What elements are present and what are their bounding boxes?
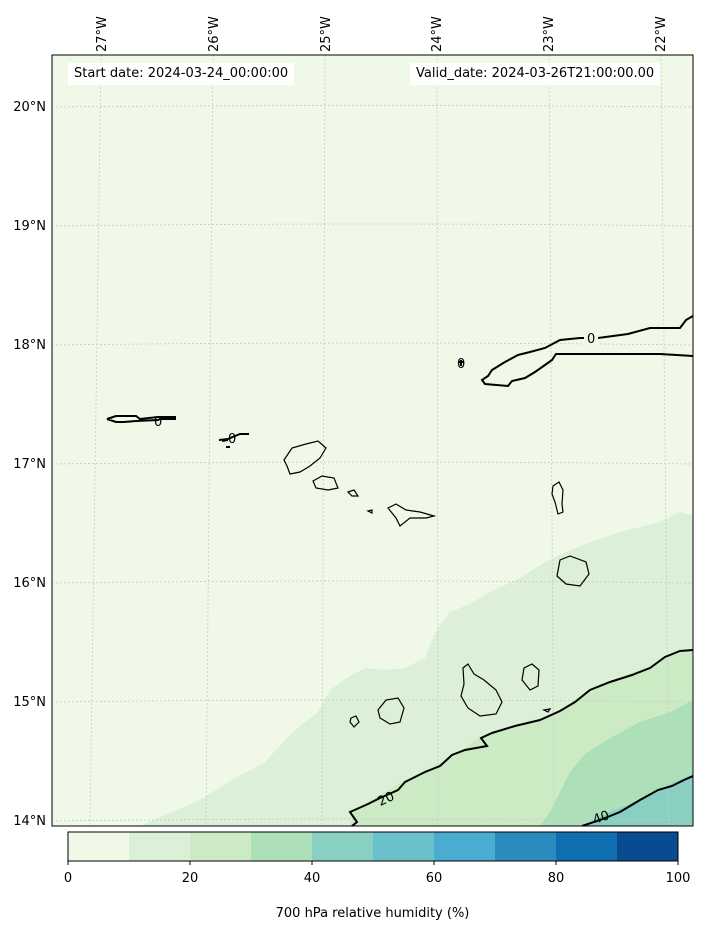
colorbar-segment-0	[68, 832, 129, 861]
lat-label-18n: 18°N	[13, 338, 46, 353]
parallel-17n	[52, 461, 693, 465]
lat-label-17n: 17°N	[13, 457, 46, 472]
lat-label-16n: 16°N	[13, 576, 46, 591]
colorbar-segment-5	[373, 832, 434, 861]
contour-0-small	[458, 360, 464, 366]
contour-lines	[106, 315, 693, 826]
lon-label-22w: 22°W	[654, 16, 669, 52]
start-date-label: Start date: 2024-03-24_00:00:00	[68, 63, 295, 85]
meridian-23w	[548, 55, 555, 826]
meridian-24w	[436, 55, 439, 826]
contour-0-west	[106, 415, 176, 423]
lon-label-27w: 27°W	[95, 16, 110, 52]
contour-label-group: 0 0 0 0 20 40	[154, 331, 612, 828]
island-raso	[366, 509, 373, 514]
colorbar-segment-4	[312, 832, 373, 861]
colorbar-tick-60: 60	[426, 871, 443, 886]
colorbar-frame	[67, 831, 679, 862]
lon-label-26w: 26°W	[207, 16, 222, 52]
island-brava	[349, 715, 360, 728]
colorbar-segment-9	[617, 832, 678, 861]
colorbar-tick-20: 20	[182, 871, 199, 886]
colorbar-segment-6	[434, 832, 495, 861]
lon-label-23w: 23°W	[542, 16, 557, 52]
lat-label-20n: 20°N	[13, 100, 46, 115]
island-sao-nicolau	[387, 503, 437, 527]
contour-label-0-small: 0	[457, 357, 465, 372]
colorbar-segment-7	[495, 832, 556, 861]
island-boa-vista	[556, 555, 590, 587]
contour-0-ne	[480, 315, 693, 388]
lat-label-19n: 19°N	[13, 219, 46, 234]
colorbar-segment-8	[556, 832, 617, 861]
colorbar-segment-3	[251, 832, 312, 861]
parallel-19n	[52, 223, 693, 227]
meridian-27w	[89, 55, 102, 826]
colorbar-title: 700 hPa relative humidity (%)	[275, 906, 470, 921]
colorbar-tick-40: 40	[304, 871, 321, 886]
lat-label-15n: 15°N	[13, 695, 46, 710]
colorbar-segment-1	[129, 832, 190, 861]
lon-label-24w: 24°W	[430, 16, 445, 52]
island-santiago	[460, 663, 503, 717]
island-fogo	[377, 697, 405, 725]
contour-label-0-west: 0	[154, 415, 162, 430]
meridian-26w	[205, 55, 214, 826]
latitude-labels: 20°N 19°N 18°N 17°N 16°N 15°N 14°N	[13, 100, 46, 829]
coastlines	[283, 440, 590, 728]
lon-label-25w: 25°W	[319, 16, 334, 52]
humidity-field	[52, 55, 693, 826]
map-frame	[51, 54, 694, 827]
island-santa-luzia	[346, 489, 360, 497]
island-sal	[551, 481, 564, 515]
contour-20	[348, 649, 693, 826]
valid-date-label: Valid_date: 2024-03-26T21:00:00.00	[410, 63, 661, 85]
parallel-14n	[52, 818, 693, 822]
longitude-labels: 27°W 26°W 25°W 24°W 23°W 22°W	[95, 16, 669, 52]
island-santo-antao	[283, 440, 327, 475]
colorbar-tick-80: 80	[548, 871, 565, 886]
colorbar-segment-2	[190, 832, 251, 861]
meridian-22w	[660, 55, 670, 826]
colorbar-tick-0: 0	[64, 871, 72, 886]
graticule	[52, 55, 693, 826]
meridian-25w	[321, 55, 326, 826]
islet-east	[542, 708, 552, 713]
contour-label-40: 40	[591, 808, 612, 828]
parallel-20n	[52, 105, 693, 108]
parallel-18n	[52, 342, 693, 346]
contour-40	[581, 775, 693, 826]
contour-label-0-mid: 0	[228, 432, 236, 447]
parallel-15n	[52, 699, 693, 703]
island-maio	[521, 663, 540, 691]
contour-label-20: 20	[376, 789, 397, 810]
colorbar: 0 20 40 60 80 100	[64, 831, 691, 886]
contour-label-0-ne: 0	[587, 332, 595, 347]
parallel-16n	[52, 580, 693, 584]
contour-0-mid	[218, 433, 249, 448]
lat-label-14n: 14°N	[13, 814, 46, 829]
island-sao-vicente	[312, 475, 339, 491]
colorbar-tick-100: 100	[666, 871, 691, 886]
